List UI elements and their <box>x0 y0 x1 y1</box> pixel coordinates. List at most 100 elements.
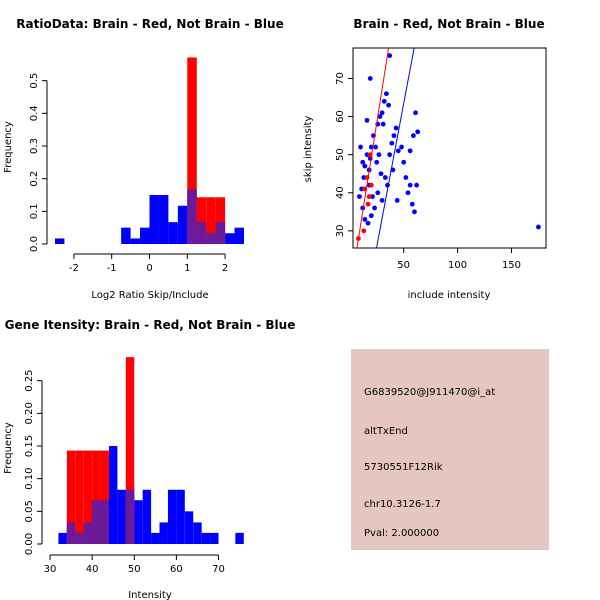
scatter-point-red <box>365 201 371 207</box>
info-panel: G6839520@J911470@i_at altTxEnd 5730551F1… <box>351 349 549 550</box>
ratio-overlap-bar <box>196 222 207 244</box>
ratio-x-tick-label: 2 <box>222 263 228 274</box>
intensity-x-tick-label: 30 <box>44 564 57 575</box>
scatter-point-blue <box>364 117 370 123</box>
scatter-y-tick-label: 70 <box>335 72 346 85</box>
ratio-overlap-bar <box>215 222 226 244</box>
scatter-x-tick-label: 150 <box>502 260 521 271</box>
ratio-red-bar <box>206 197 216 244</box>
intensity-blue-bar <box>235 532 244 544</box>
ratio-blue-bar <box>234 227 244 244</box>
intensity-y-tick-label: 0.10 <box>24 468 35 490</box>
ratio-x-axis: -2 -1 0 1 2 <box>69 253 228 274</box>
scatter-point-blue <box>415 129 421 135</box>
scatter-point-blue <box>414 182 420 188</box>
ratio-x-tick-label: -1 <box>107 263 117 274</box>
intensity-blue-bar <box>193 522 202 544</box>
intensity-overlap-bar <box>83 522 93 544</box>
ratio-x-label: Log2 Ratio Skip/Include <box>91 290 208 301</box>
scatter-point-blue <box>391 133 397 139</box>
scatter-point-blue <box>379 110 385 116</box>
scatter-point-blue <box>380 121 386 127</box>
scatter-point-blue <box>377 114 383 119</box>
scatter-point-blue <box>387 152 393 158</box>
scatter-point-red <box>361 228 367 234</box>
intensity-y-tick-label: 0.25 <box>24 370 35 392</box>
intensity-red-bar <box>75 450 84 544</box>
ratio-y-tick-label: 0.3 <box>29 138 40 154</box>
intensity-y-label: Frequency <box>3 422 14 474</box>
scatter-point-red <box>366 194 372 199</box>
ratio-blue-bar <box>177 205 188 244</box>
scatter-point-blue <box>358 144 363 150</box>
ratio-blue-bar <box>130 238 141 244</box>
intensity-histogram: Gene Itensity: Brain - Red, Not Brain - … <box>3 318 295 600</box>
ratio-x-tick-label: -2 <box>69 263 79 274</box>
scatter-point-blue <box>365 220 371 226</box>
event-type: altTxEnd <box>364 426 408 437</box>
scatter-y-label: skip intensity <box>303 116 314 183</box>
intensity-x-tick-label: 70 <box>212 564 225 575</box>
intensity-red-bar <box>125 357 135 544</box>
scatter-point-blue <box>387 53 393 59</box>
info-panel-background <box>351 349 549 550</box>
scatter-point-blue <box>409 201 415 207</box>
scatter-y-tick-label: 60 <box>335 110 346 123</box>
ratio-red-bar <box>215 197 226 244</box>
scatter-y-tick-label: 30 <box>335 224 346 237</box>
scatter-point-blue <box>407 148 413 154</box>
intensity-blue-bar <box>151 532 160 544</box>
scatter-x-axis: 50 100 150 <box>397 248 521 271</box>
intensity-overlap-bar <box>66 522 76 544</box>
ratio-blue-bar <box>158 195 169 244</box>
intensity-red-bars <box>66 357 135 544</box>
pval-text: Pval: 2.000000 <box>364 528 439 539</box>
intensity-y-tick-label: 0.15 <box>24 435 35 457</box>
scatter-point-blue <box>385 182 390 188</box>
intensity-blue-bar <box>176 489 185 544</box>
scatter-point-blue <box>357 194 362 199</box>
scatter-plot: Brain - Red, Not Brain - Blue 50 100 150 3… <box>303 17 547 301</box>
scatter-y-tick-label: 40 <box>335 186 346 199</box>
scatter-title: Brain - Red, Not Brain - Blue <box>353 17 544 31</box>
scatter-point-blue <box>379 197 385 203</box>
scatter-point-blue <box>378 171 384 177</box>
intensity-x-label: Intensity <box>128 590 172 600</box>
intensity-red-bar <box>92 450 101 544</box>
ratio-y-tick-label: 0.1 <box>29 203 40 219</box>
intensity-blue-bar <box>134 500 143 544</box>
intensity-red-bar <box>66 450 76 544</box>
intensity-blue-bar <box>167 489 177 544</box>
ratio-overlap-bar <box>206 233 216 244</box>
scatter-point-blue <box>372 205 377 211</box>
scatter-point-blue <box>382 175 388 180</box>
scatter-point-blue <box>395 148 401 154</box>
intensity-blue-bar <box>58 532 67 544</box>
gene-name: 5730551F12Rik <box>364 462 443 473</box>
intensity-blue-bar <box>210 532 219 544</box>
ratio-blue-bar <box>140 227 150 244</box>
scatter-point-blue <box>401 159 407 165</box>
ratio-blue-bar <box>55 238 65 244</box>
intensity-y-tick-label: 0.20 <box>24 402 35 424</box>
ratio-y-tick-label: 0.5 <box>29 73 40 89</box>
intensity-x-tick-label: 60 <box>170 564 183 575</box>
ratio-y-tick-label: 0.2 <box>29 171 40 187</box>
intensity-histogram-title: Gene Itensity: Brain - Red, Not Brain - … <box>5 318 296 332</box>
scatter-point-blue <box>394 197 400 203</box>
scatter-point-blue <box>375 190 381 196</box>
scatter-point-blue <box>413 110 418 116</box>
ratio-blue-bar <box>168 222 178 244</box>
ratio-blue-bar <box>121 227 131 244</box>
intensity-x-axis: 30 40 50 60 70 <box>44 554 225 575</box>
ratio-red-bars <box>187 57 226 245</box>
intensity-blue-bar <box>117 489 126 544</box>
intensity-overlap-bar <box>92 500 101 544</box>
scatter-x-tick-label: 50 <box>397 260 410 271</box>
intensity-y-axis: 0.00 0.05 0.10 0.15 0.20 0.25 <box>24 370 43 555</box>
ratio-red-bar <box>187 57 197 245</box>
scatter-point-blue <box>407 182 413 188</box>
intensity-blue-bar <box>184 511 194 544</box>
ratio-x-tick-label: 0 <box>146 263 152 274</box>
